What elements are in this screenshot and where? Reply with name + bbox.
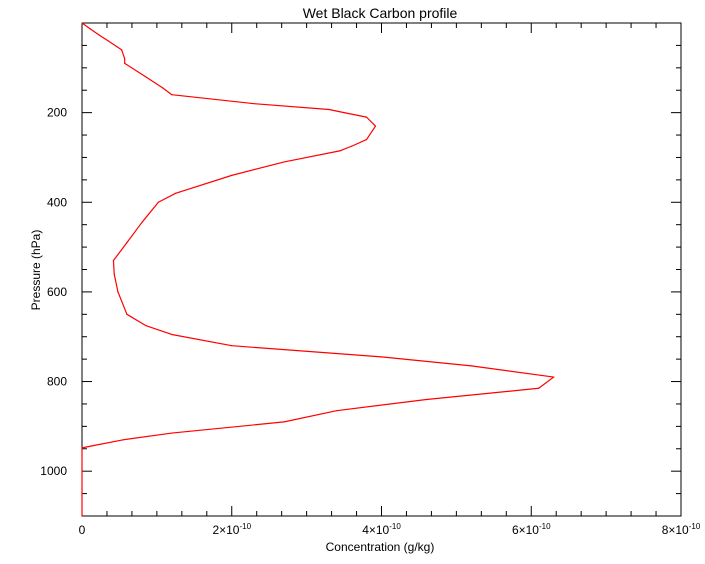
series-point <box>328 108 330 111</box>
series-point <box>81 22 83 24</box>
series-point <box>126 242 128 244</box>
x-tick-label-mantissa: 8×10 <box>662 523 689 537</box>
x-tick-label-mantissa: 6×10 <box>512 523 539 537</box>
x-tick-label-mantissa: 2×10 <box>212 523 239 537</box>
x-tick-label-exponent: -10 <box>689 522 701 531</box>
series-point <box>553 376 555 378</box>
series-group <box>81 22 555 517</box>
series-point <box>92 445 94 447</box>
series-point <box>162 87 164 89</box>
series-point <box>283 161 285 163</box>
series-point <box>335 410 338 412</box>
series-point <box>538 387 540 389</box>
y-tick-label: 400 <box>47 195 67 209</box>
series-point <box>171 94 173 96</box>
series-point <box>425 398 428 401</box>
y-tick-label: 1000 <box>40 464 67 478</box>
x-tick-label: 0 <box>79 523 86 537</box>
series-point <box>231 345 233 347</box>
series-point <box>470 365 472 367</box>
series-point <box>283 421 285 423</box>
y-tick-label: 600 <box>47 285 67 299</box>
series-point <box>365 138 368 141</box>
x-tick-label-exponent: -10 <box>389 522 401 531</box>
x-tick-label: 8×10-10 <box>662 522 701 537</box>
y-axis-label: Pressure (hPa) <box>29 230 43 311</box>
series-point <box>380 356 383 358</box>
series-point <box>117 291 119 293</box>
series-point <box>89 28 91 30</box>
series-point <box>126 313 128 315</box>
x-tick-label: 2×10-10 <box>212 522 251 537</box>
series-point <box>350 145 353 147</box>
x-tick-label-mantissa: 0 <box>79 523 86 537</box>
x-tick-label: 4×10-10 <box>362 522 401 537</box>
series-point <box>365 116 368 118</box>
series-line <box>81 22 555 516</box>
series-point <box>339 150 341 152</box>
series-point <box>343 112 345 114</box>
series-point <box>171 333 173 336</box>
series-point <box>113 273 115 275</box>
series-point <box>81 515 83 517</box>
series-point <box>145 76 147 78</box>
series-point <box>141 221 143 224</box>
series-point <box>122 439 124 441</box>
series-point <box>374 125 377 127</box>
series-point <box>174 192 177 194</box>
series-point <box>121 49 123 51</box>
y-axis-ticks: 200 400 600 800 1000 <box>40 44 681 495</box>
series-point <box>231 174 233 176</box>
series-point <box>124 62 126 64</box>
series-point <box>98 34 100 36</box>
x-tick-label: 6×10-10 <box>512 522 551 537</box>
series-point <box>145 324 147 327</box>
plot-frame <box>81 22 682 517</box>
chart-title: Wet Black Carbon profile <box>303 5 458 21</box>
series-point <box>124 58 126 60</box>
x-axis-ticks: 0 2×10-10 4×10-10 6×10-10 8×10-10 <box>79 23 701 537</box>
x-tick-label-exponent: -10 <box>539 522 551 531</box>
x-tick-label-exponent: -10 <box>239 522 251 531</box>
series-point <box>171 432 173 434</box>
x-axis-label: Concentration (g/kg) <box>326 540 435 554</box>
y-tick-label: 200 <box>47 106 67 120</box>
series-point <box>112 259 115 262</box>
y-tick-label: 800 <box>47 375 67 389</box>
series-point <box>253 103 255 105</box>
x-tick-label-mantissa: 4×10 <box>362 523 389 537</box>
series-point <box>157 201 159 203</box>
series-point <box>81 447 83 449</box>
series-point <box>107 40 109 42</box>
